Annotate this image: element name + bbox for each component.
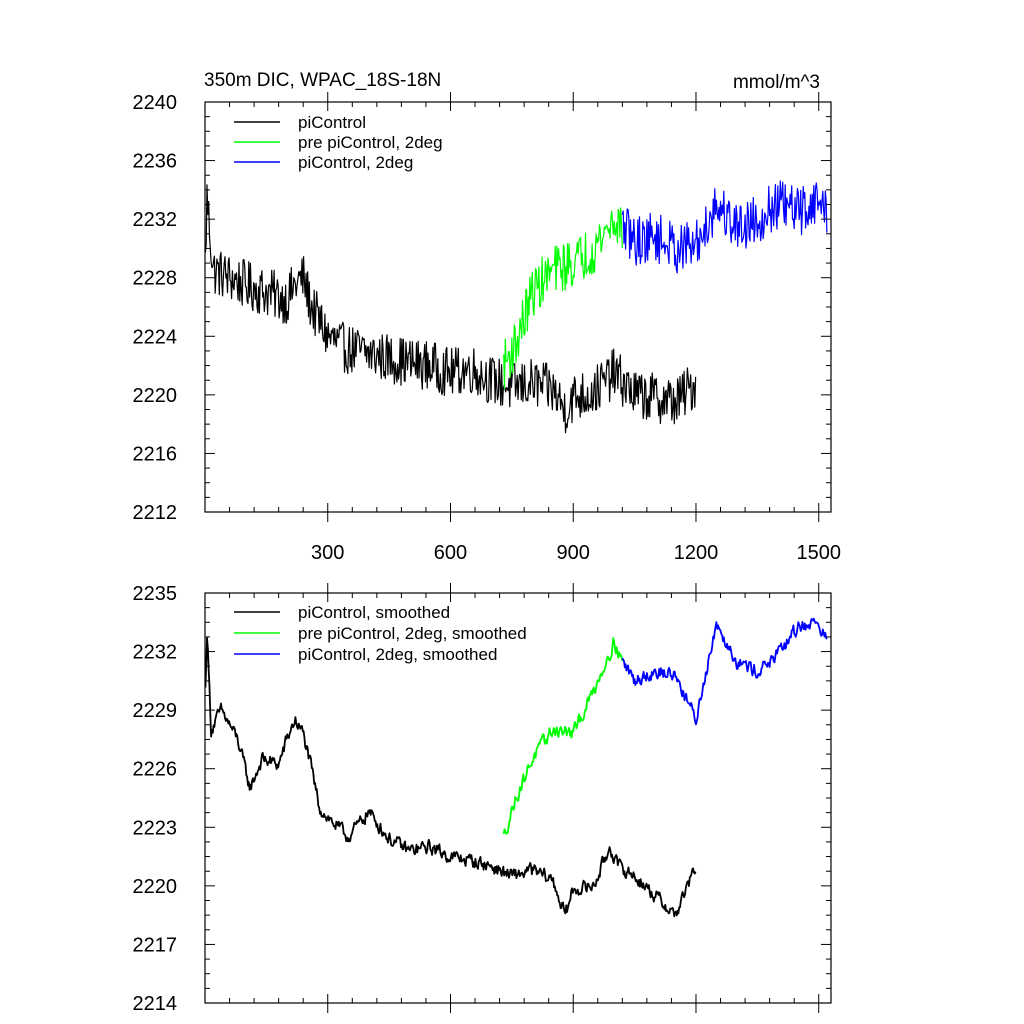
x-tick-label: 300	[311, 542, 344, 564]
legend-label: piControl	[298, 113, 366, 132]
x-tick-label: 900	[557, 542, 590, 564]
bottom-panel: 2214 2217 2220 2223 2226 2229 2232 2235 piContr…	[133, 583, 832, 1015]
y-tick-label: 2220	[133, 385, 178, 407]
series-line	[621, 180, 828, 274]
x-tick-label: 600	[434, 542, 467, 564]
legend-label: piControl, 2deg, smoothed	[298, 645, 497, 664]
y-tick-label: 2235	[133, 583, 178, 605]
series-line	[621, 617, 828, 726]
y-tick-label: 2232	[133, 642, 178, 664]
chart-title: 350m DIC, WPAC_18S-18N	[204, 70, 441, 91]
legend-label: piControl, 2deg	[298, 153, 413, 172]
y-tick-label: 2223	[133, 817, 178, 839]
y-tick-label: 2214	[133, 993, 178, 1015]
y-tick-label: 2220	[133, 876, 178, 898]
y-tick-label: 2217	[133, 934, 178, 956]
series-line	[502, 637, 624, 835]
top-panel: 350m DIC, WPAC_18S-18N mmol/m^3 300 600 90…	[133, 70, 841, 564]
y-tick-label: 2232	[133, 209, 178, 231]
y-tick-label: 2216	[133, 443, 178, 465]
y-tick-label: 2212	[133, 502, 178, 524]
x-tick-label: 1200	[674, 542, 719, 564]
y-tick-label: 2226	[133, 759, 178, 781]
legend-label: pre piControl, 2deg	[298, 133, 443, 152]
y-tick-label: 2236	[133, 151, 178, 173]
series-line	[204, 637, 697, 918]
y-tick-label: 2240	[133, 92, 178, 114]
y-tick-label: 2224	[133, 326, 178, 348]
legend-label: piControl, smoothed	[298, 603, 450, 622]
x-tick-label: 1500	[796, 542, 841, 564]
series-line	[204, 184, 697, 434]
units-label: mmol/m^3	[733, 72, 820, 93]
y-tick-label: 2228	[133, 268, 178, 290]
series-line	[503, 207, 623, 389]
legend-label: pre piControl, 2deg, smoothed	[298, 624, 527, 643]
y-tick-label: 2229	[133, 700, 178, 722]
